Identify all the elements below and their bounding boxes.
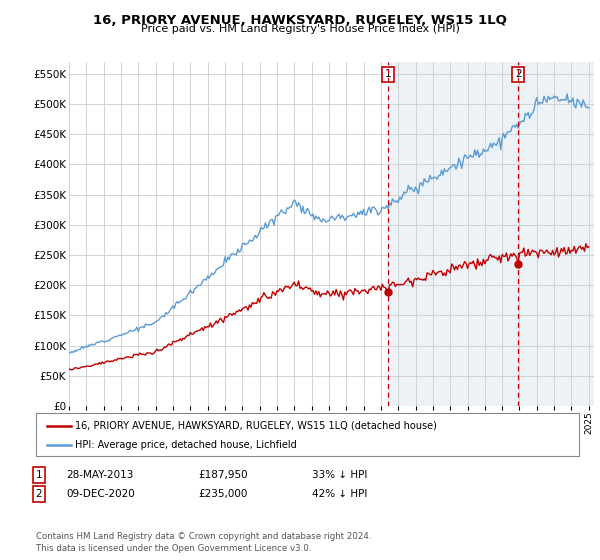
Text: £235,000: £235,000 [198,489,247,499]
Bar [388,62,598,406]
Text: Price paid vs. HM Land Registry's House Price Index (HPI): Price paid vs. HM Land Registry's House … [140,24,460,34]
Text: 42% ↓ HPI: 42% ↓ HPI [312,489,367,499]
Text: 16, PRIORY AVENUE, HAWKSYARD, RUGELEY, WS15 1LQ (detached house): 16, PRIORY AVENUE, HAWKSYARD, RUGELEY, W… [75,421,437,431]
Text: Contains HM Land Registry data © Crown copyright and database right 2024.
This d: Contains HM Land Registry data © Crown c… [36,532,371,553]
Text: £187,950: £187,950 [198,470,248,480]
Text: 33% ↓ HPI: 33% ↓ HPI [312,470,367,480]
Text: 1: 1 [385,69,391,80]
Text: 1: 1 [35,470,43,480]
Text: HPI: Average price, detached house, Lichfield: HPI: Average price, detached house, Lich… [75,440,297,450]
Text: 16, PRIORY AVENUE, HAWKSYARD, RUGELEY, WS15 1LQ: 16, PRIORY AVENUE, HAWKSYARD, RUGELEY, W… [93,14,507,27]
Text: 28-MAY-2013: 28-MAY-2013 [66,470,133,480]
Text: 2: 2 [515,69,521,80]
Text: 2: 2 [35,489,43,499]
Text: 09-DEC-2020: 09-DEC-2020 [66,489,135,499]
